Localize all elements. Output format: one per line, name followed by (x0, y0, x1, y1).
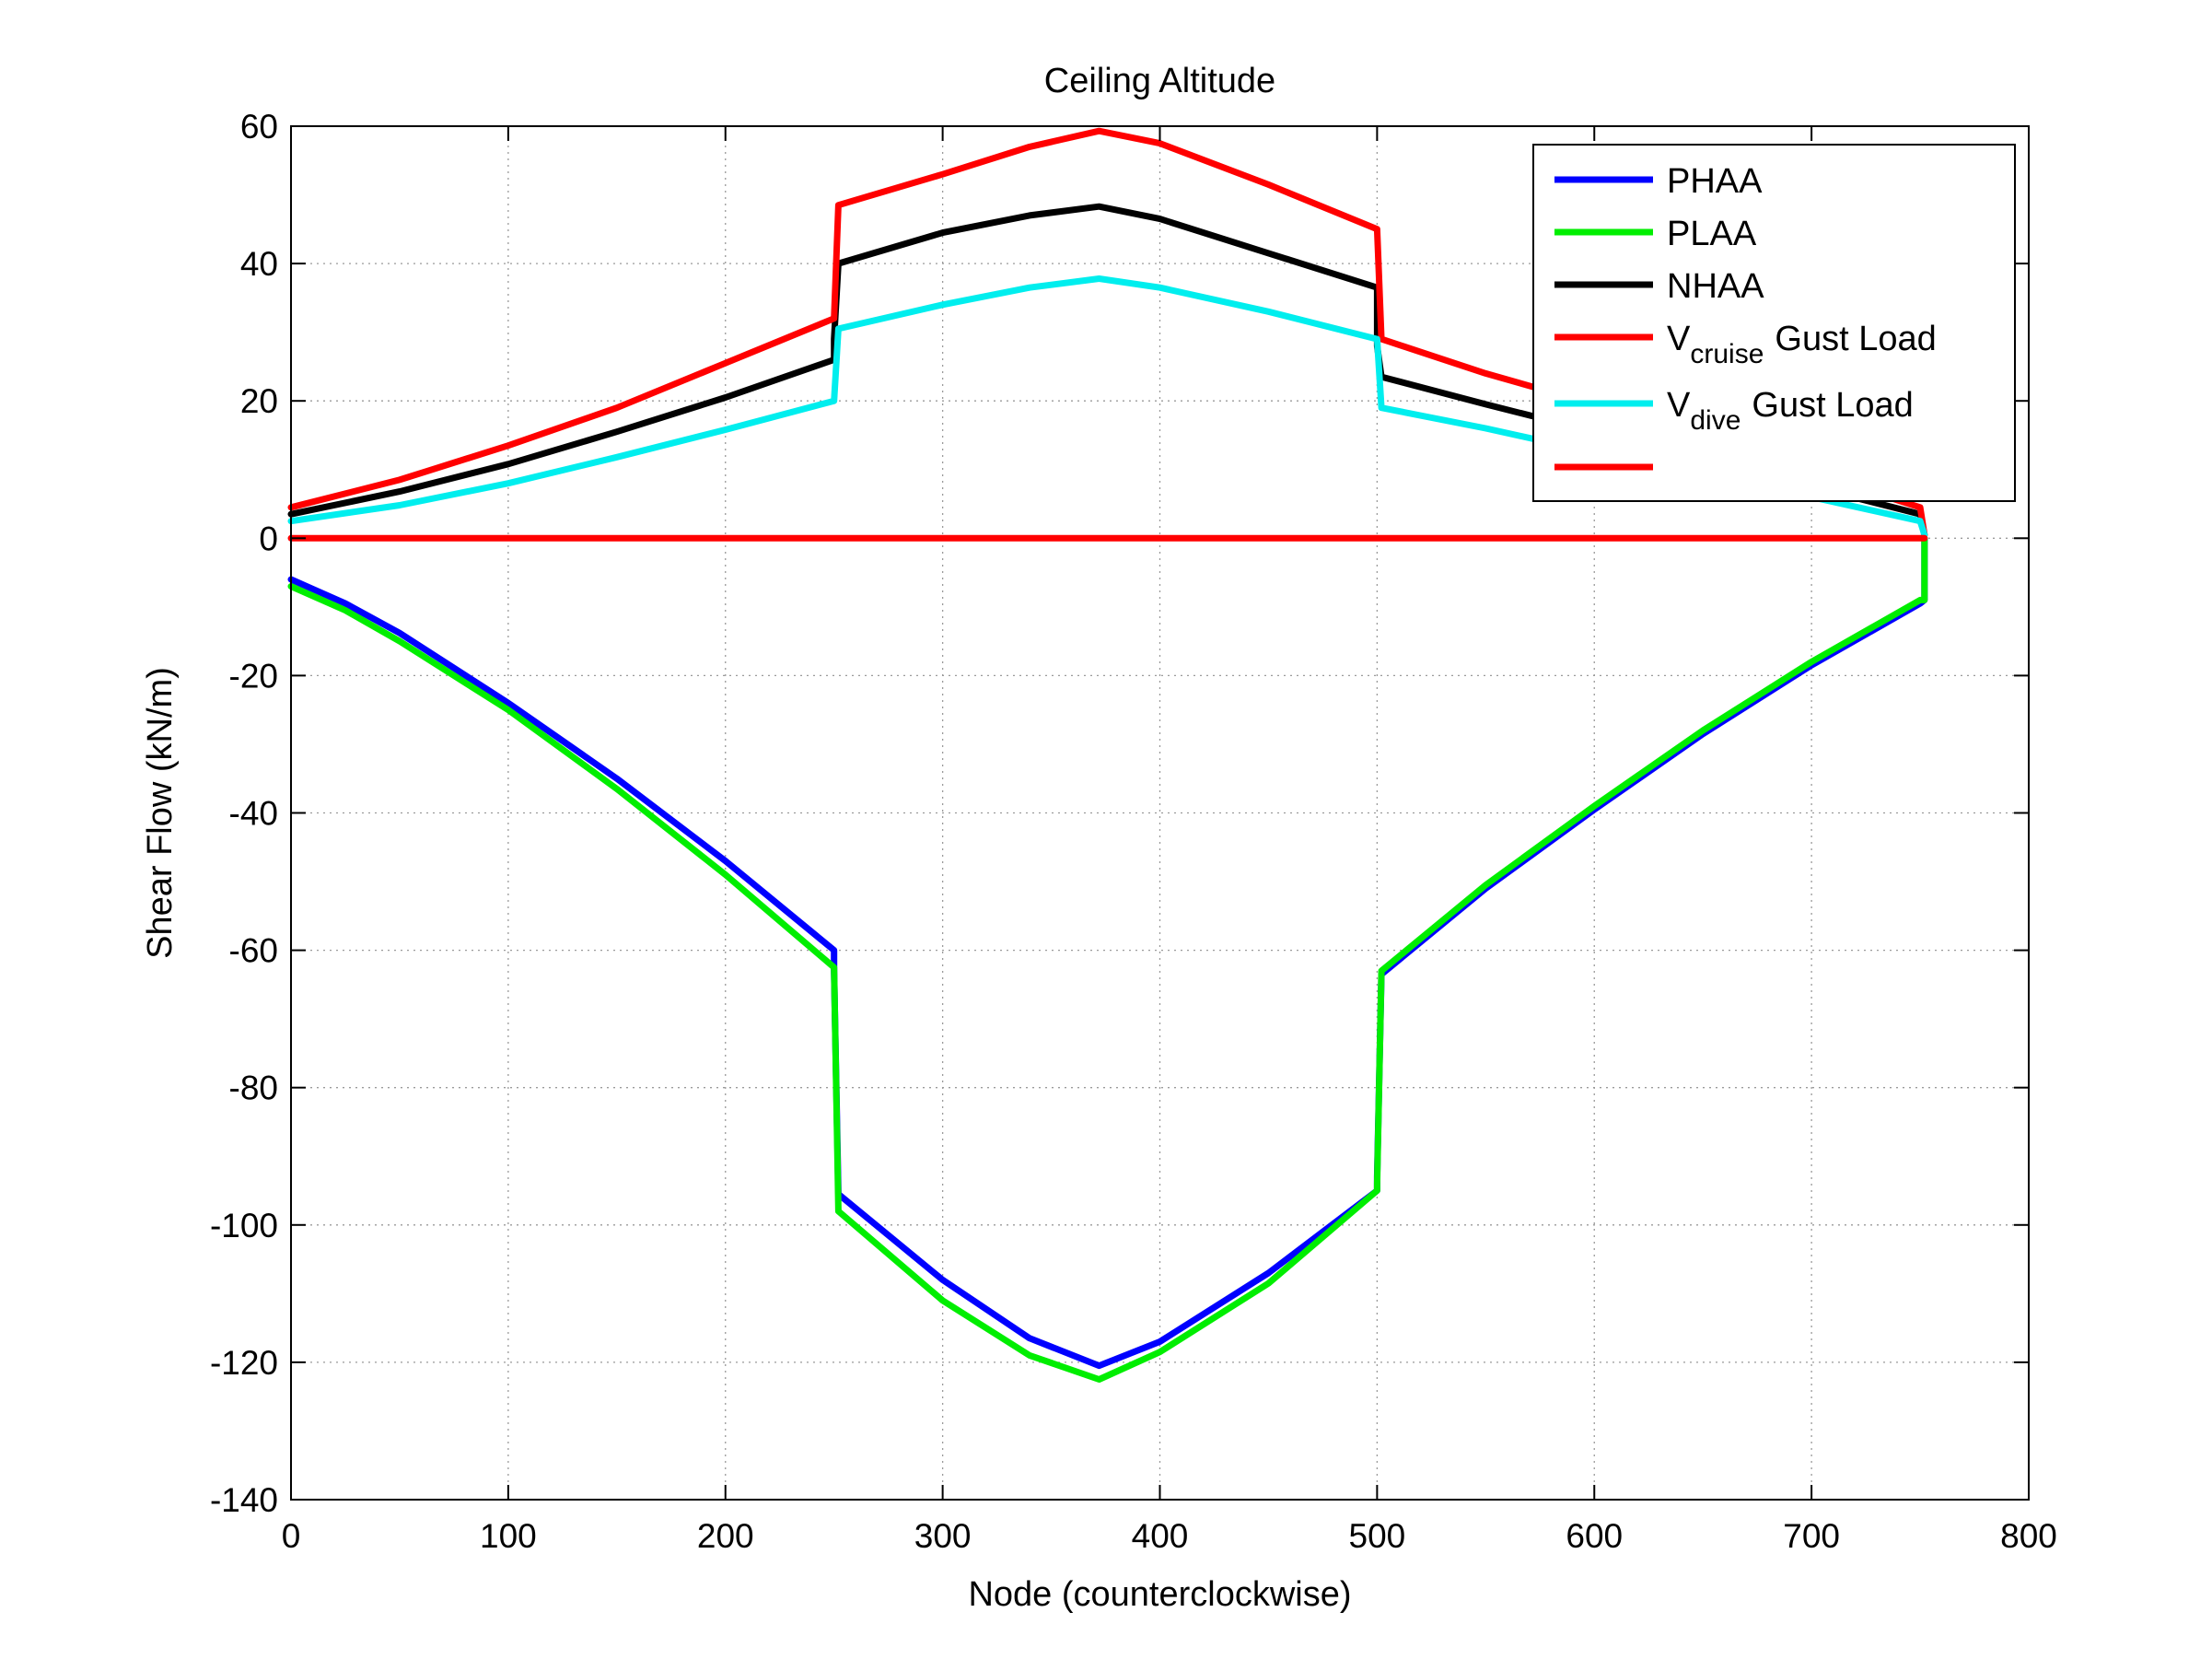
y-tick-label: -100 (210, 1207, 278, 1244)
legend-item: Vdive Gust Load (1554, 386, 1914, 436)
y-tick-label: -120 (210, 1344, 278, 1382)
x-tick-label: 600 (1566, 1517, 1623, 1555)
y-tick-label: 0 (259, 520, 278, 557)
legend-item: PHAA (1554, 162, 1763, 201)
x-tick-label: 0 (282, 1517, 301, 1555)
legend-label-subscript: dive (1690, 405, 1740, 436)
legend-label-tail: Gust Load (1752, 386, 1913, 425)
legend-label-main: NHAA (1667, 267, 1764, 306)
legend-label-main: V (1667, 320, 1691, 358)
legend-items: PHAA PLAA NHAA Vcruise Gust Load Vdive Gust Lo… (1554, 162, 1937, 471)
legend-label: PLAA (1667, 215, 1757, 253)
legend-label-main: PHAA (1667, 162, 1763, 201)
y-axis-label: Shear Flow (kN/m) (141, 667, 180, 959)
legend-label: NHAA (1667, 267, 1764, 306)
tick-labels: 0 100 200 300 400 500 600 700 8006040200-20-40-6… (210, 108, 2057, 1555)
legend-box (1532, 144, 2016, 502)
y-tick-label: -40 (229, 795, 278, 833)
y-tick-label: -80 (229, 1069, 278, 1107)
series-line-plaa (287, 534, 1928, 1383)
legend-label: Vdive Gust Load (1667, 386, 1914, 436)
legend-label-main: V (1667, 386, 1691, 425)
x-tick-label: 400 (1132, 1517, 1189, 1555)
y-tick-label: 60 (240, 108, 278, 146)
y-tick-label: -20 (229, 657, 278, 695)
legend-label-subscript: cruise (1690, 339, 1764, 369)
chart-title: Ceiling Altitude (1044, 62, 1275, 100)
legend-label: Vcruise Gust Load (1667, 320, 1937, 369)
legend-label-main: PLAA (1667, 215, 1757, 253)
y-tick-label: -140 (210, 1481, 278, 1519)
legend-item: NHAA (1554, 267, 1764, 306)
axis-ticks (290, 125, 2030, 1501)
legend-label: PHAA (1667, 162, 1763, 201)
x-tick-label: 500 (1349, 1517, 1406, 1555)
legend-label-tail: Gust Load (1775, 320, 1936, 358)
y-tick-label: -60 (229, 932, 278, 970)
legend-item: Vcruise Gust Load (1554, 320, 1937, 369)
legend-item: PLAA (1554, 215, 1757, 253)
legend: PHAA PLAA NHAA Vcruise Gust Load Vdive Gust Lo… (1532, 144, 2016, 502)
y-tick-label: 20 (240, 382, 278, 420)
x-tick-label: 200 (697, 1517, 754, 1555)
x-tick-label: 100 (480, 1517, 537, 1555)
x-axis-label: Node (counterclockwise) (968, 1575, 1351, 1614)
x-tick-label: 800 (2000, 1517, 2057, 1555)
x-tick-label: 700 (1783, 1517, 1840, 1555)
x-tick-label: 300 (914, 1517, 972, 1555)
y-tick-label: 40 (240, 245, 278, 283)
